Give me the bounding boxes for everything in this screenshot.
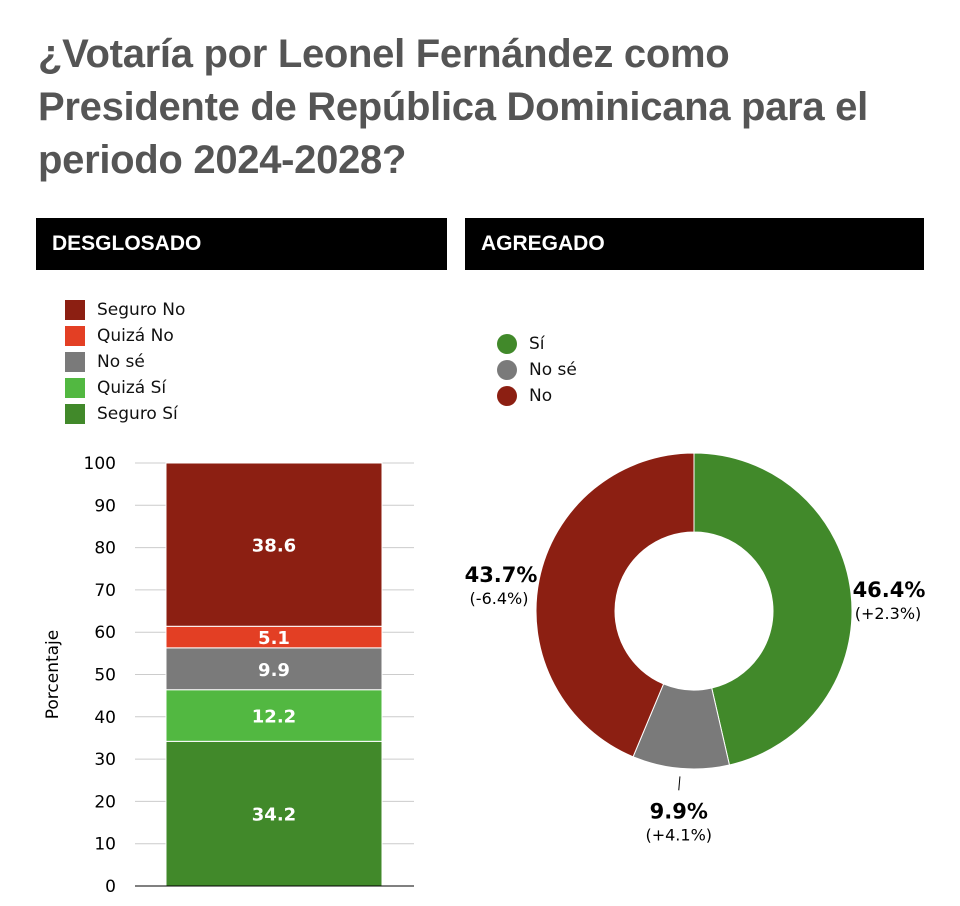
stacked-bar-chart: 0 10 20 30 40 50 60 70 80 90 100 34.2 12.2 9.9 5.1 38.… xyxy=(43,454,414,897)
panel-header-agregado: AGREGADO xyxy=(465,218,924,270)
legend-swatch-seguro-no xyxy=(65,300,85,320)
legend-item-seguro-si: Seguro Sí xyxy=(65,401,185,427)
legend-swatch-seguro-si xyxy=(65,404,85,424)
legend-swatch-quiza-no xyxy=(65,326,85,346)
data-label-no-se-change: (+4.1%) xyxy=(645,825,712,844)
y-tick-label: 80 xyxy=(94,539,116,559)
donut-slice-no xyxy=(535,452,695,758)
legend-swatch-no-se xyxy=(65,352,85,372)
bar-label-quiza-no: 5.1 xyxy=(258,628,290,649)
bar-label-no-se: 9.9 xyxy=(258,660,290,681)
donut-chart: 43.7% (-6.4%) 46.4% (+2.3%) 9.9% (+4.1%) xyxy=(465,452,926,844)
donut-slice-si xyxy=(693,452,853,766)
legend-swatch-no-se-agregado xyxy=(497,360,517,380)
legend-item-quiza-si: Quizá Sí xyxy=(65,375,185,401)
y-tick-label: 50 xyxy=(94,666,116,686)
y-tick-label: 10 xyxy=(94,835,116,855)
legend-label-no: No xyxy=(529,386,553,406)
bar-label-quiza-si: 12.2 xyxy=(252,707,296,728)
data-label-si: 46.4% xyxy=(853,578,926,602)
legend-swatch-quiza-si xyxy=(65,378,85,398)
legend-item-seguro-no: Seguro No xyxy=(65,297,185,323)
legend-label-seguro-si: Seguro Sí xyxy=(97,404,178,424)
panel-header-desglosado: DESGLOSADO xyxy=(36,218,447,270)
y-tick-label: 70 xyxy=(94,581,116,601)
y-tick-label: 40 xyxy=(94,708,116,728)
bar-label-seguro-si: 34.2 xyxy=(252,805,296,826)
legend-label-no-se-agregado: No sé xyxy=(529,360,577,380)
bar-legend: Seguro No Quizá No No sé Quizá Sí Seguro… xyxy=(65,297,185,427)
y-axis-ticks: 0 10 20 30 40 50 60 70 80 90 100 xyxy=(84,454,116,897)
bar-segment-quiza-si xyxy=(165,689,383,742)
legend-label-si: Sí xyxy=(529,334,545,354)
data-label-no-se: 9.9% xyxy=(650,799,708,823)
data-label-si-change: (+2.3%) xyxy=(855,604,922,623)
bar-segments xyxy=(165,462,383,887)
data-label-no: 43.7% xyxy=(465,563,537,587)
legend-label-quiza-no: Quizá No xyxy=(97,326,174,346)
y-tick-label: 100 xyxy=(84,454,116,474)
y-tick-label: 60 xyxy=(94,623,116,643)
donut-slices xyxy=(535,452,853,770)
legend-label-seguro-no: Seguro No xyxy=(97,300,186,320)
legend-item-si: Sí xyxy=(497,331,577,357)
legend-item-quiza-no: Quizá No xyxy=(65,323,185,349)
bar-segment-seguro-no xyxy=(165,462,383,627)
chart-title: ¿Votaría por Leonel Fernández como Presi… xyxy=(38,32,868,182)
legend-swatch-no xyxy=(497,386,517,406)
y-tick-label: 90 xyxy=(94,496,116,516)
legend-label-quiza-si: Quizá Sí xyxy=(97,378,167,398)
bar-segment-no-se xyxy=(165,647,383,691)
bar-data-labels: 34.2 12.2 9.9 5.1 38.6 xyxy=(252,536,296,826)
legend-item-no-se: No sé xyxy=(65,349,185,375)
leader-line-no-se xyxy=(678,776,681,791)
donut-legend: Sí No sé No xyxy=(497,331,577,409)
y-tick-label: 0 xyxy=(105,877,116,897)
y-tick-label: 20 xyxy=(94,792,116,812)
legend-label-no-se: No sé xyxy=(97,352,145,372)
y-axis-label: Porcentaje xyxy=(43,630,63,720)
legend-item-no-se-agregado: No sé xyxy=(497,357,577,383)
data-label-no-change: (-6.4%) xyxy=(470,589,529,608)
bar-label-seguro-no: 38.6 xyxy=(252,536,296,557)
legend-swatch-si xyxy=(497,334,517,354)
legend-item-no: No xyxy=(497,383,577,409)
y-tick-label: 30 xyxy=(94,750,116,770)
